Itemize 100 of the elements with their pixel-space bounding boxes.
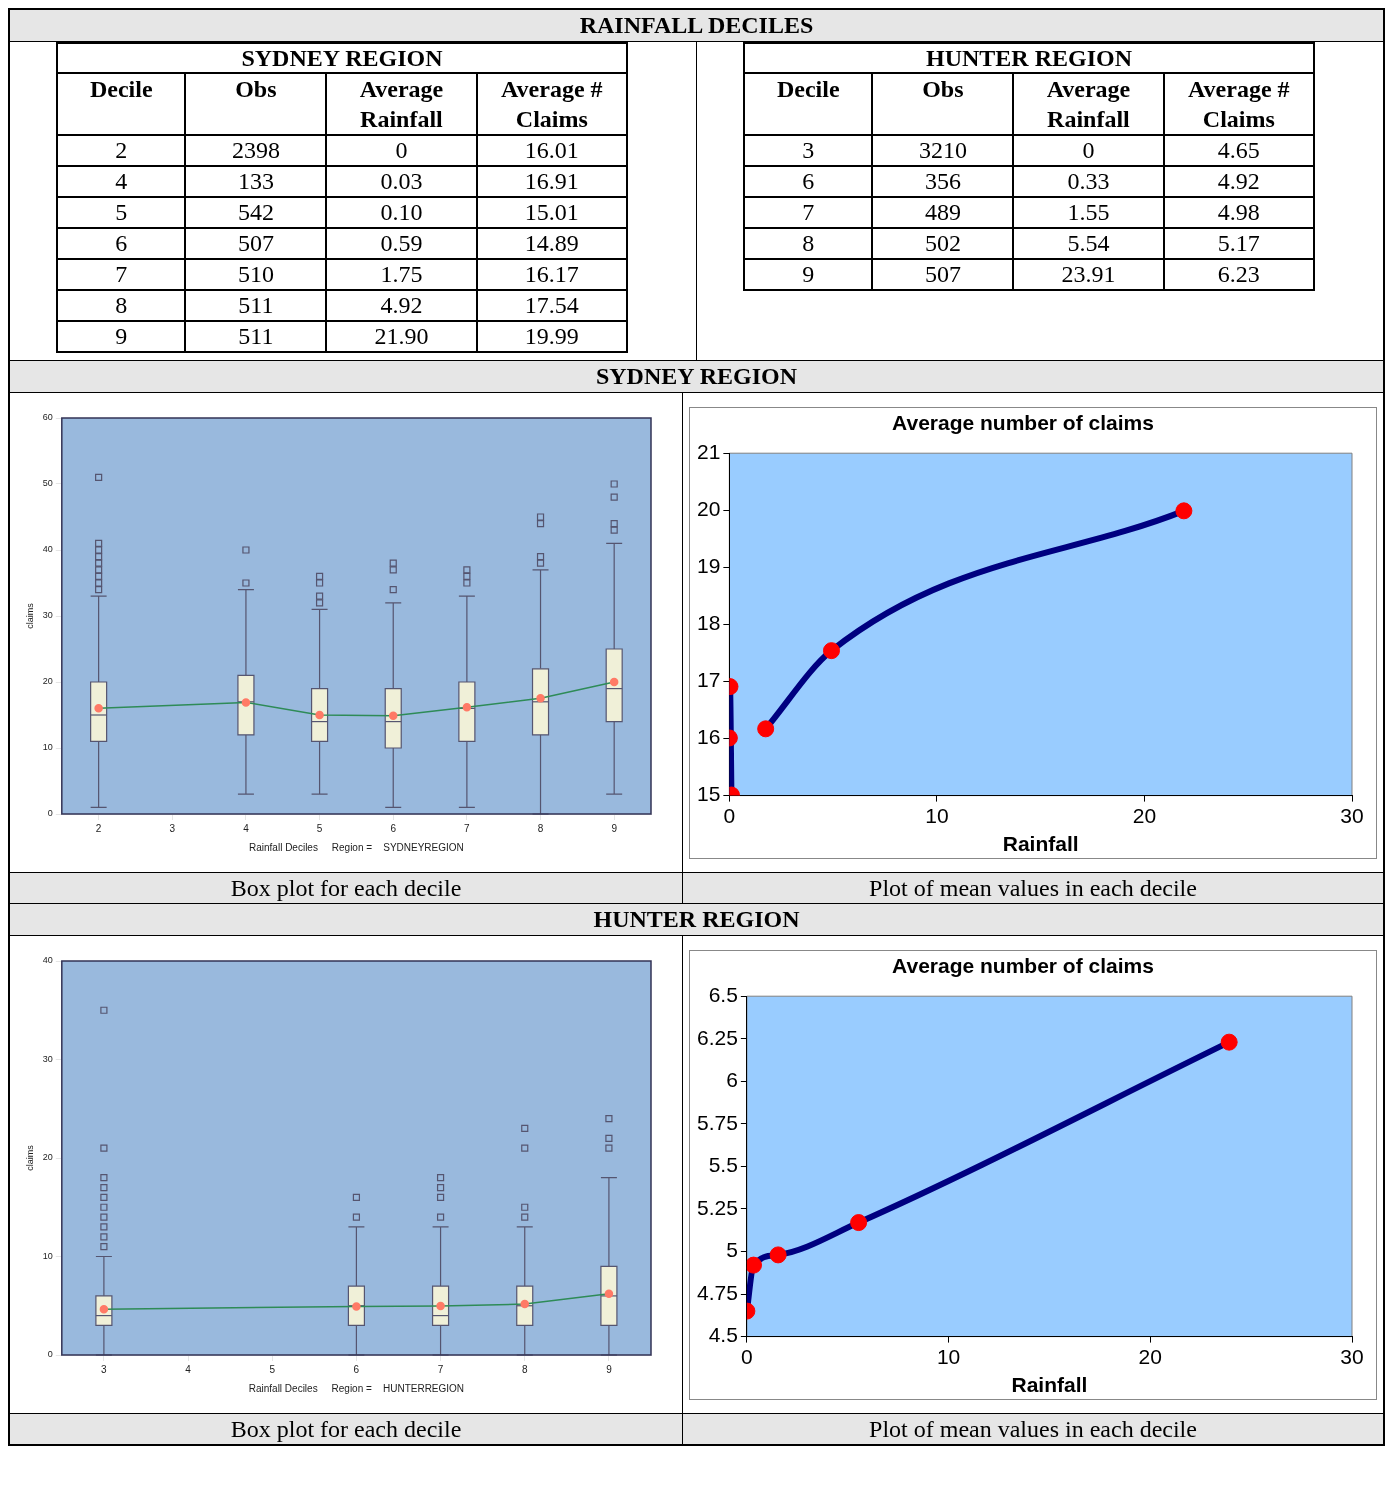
y-axis-title: Decile bbox=[744, 73, 873, 135]
data-label: 3210 bbox=[872, 135, 1014, 166]
data-label: 2398 bbox=[185, 135, 327, 166]
x-tick-label: Average # Claims bbox=[476, 73, 627, 135]
y-tick-label: 9 bbox=[57, 321, 186, 352]
x-tick-label: 7 bbox=[437, 1363, 444, 1375]
data-label: 4.92 bbox=[1163, 166, 1314, 197]
y-tick-label: 5 bbox=[57, 197, 186, 228]
x-tick-label: Average # Claims bbox=[1163, 73, 1314, 135]
x-tick-label: Obs bbox=[185, 73, 327, 135]
data-label: 0.10 bbox=[326, 197, 477, 228]
text: Box plot for each decile bbox=[10, 872, 682, 903]
data-label: 15.01 bbox=[476, 197, 627, 228]
data-label: 5.54 bbox=[1013, 228, 1164, 259]
data-label: 502 bbox=[872, 228, 1014, 259]
x-tick-label: Average Rainfall bbox=[1013, 73, 1164, 135]
y-tick-label: 4.5 bbox=[708, 1322, 738, 1346]
y-tick-label: 6.5 bbox=[708, 982, 738, 1006]
data-label: 133 bbox=[185, 166, 327, 197]
y-tick-label: 5.5 bbox=[708, 1152, 738, 1176]
y-tick-label: 20 bbox=[42, 675, 53, 686]
x-tick-label: 3 bbox=[169, 822, 176, 834]
data-label: 21.90 bbox=[326, 321, 477, 352]
data-label: 16.91 bbox=[476, 166, 627, 197]
y-tick-label: 60 bbox=[42, 411, 53, 422]
x-tick-label: 30 bbox=[1340, 1344, 1364, 1368]
data-label: 0.33 bbox=[1013, 166, 1164, 197]
x-tick-label: 10 bbox=[925, 803, 949, 827]
x-tick-label: 5 bbox=[269, 1363, 276, 1375]
data-label: 4.98 bbox=[1163, 197, 1314, 228]
data-label: 4.92 bbox=[326, 290, 477, 321]
data-label: 507 bbox=[185, 228, 327, 259]
y-tick-label: 6 bbox=[744, 166, 873, 197]
y-axis-title: Decile bbox=[57, 73, 186, 135]
data-label: 0.03 bbox=[326, 166, 477, 197]
data-label: 19.99 bbox=[476, 321, 627, 352]
text: Plot of mean values in each decile bbox=[683, 872, 1383, 903]
y-axis-title: claims bbox=[24, 602, 35, 629]
x-tick-label: 7 bbox=[464, 822, 471, 834]
chart-subtitle: HUNTER REGION bbox=[10, 903, 1383, 936]
data-label: 0.59 bbox=[326, 228, 477, 259]
y-tick-label: 8 bbox=[57, 290, 186, 321]
chart-title: SYDNEY REGION bbox=[57, 43, 627, 73]
y-tick-label: 10 bbox=[42, 741, 53, 752]
y-tick-label: 5.75 bbox=[697, 1110, 738, 1134]
x-tick-label: 3 bbox=[101, 1363, 108, 1375]
data-label: 4.65 bbox=[1163, 135, 1314, 166]
point bbox=[1175, 501, 1193, 519]
y-tick-label: 40 bbox=[42, 543, 53, 554]
y-tick-label: 40 bbox=[42, 954, 53, 965]
x-tick-label: 9 bbox=[606, 1363, 613, 1375]
x-tick-label: 20 bbox=[1138, 1344, 1162, 1368]
x-tick-label: 8 bbox=[537, 822, 544, 834]
data-label: 5.17 bbox=[1163, 228, 1314, 259]
x-axis-title: Rainfall bbox=[1011, 1372, 1088, 1396]
y-tick-label: 21 bbox=[697, 439, 721, 463]
y-tick-label: 4 bbox=[57, 166, 186, 197]
data-label: 510 bbox=[185, 259, 327, 290]
data-label: 16.17 bbox=[476, 259, 627, 290]
chart-subtitle: SYDNEY REGION bbox=[10, 360, 1383, 393]
x-tick-label: 9 bbox=[611, 822, 618, 834]
text: Plot of mean values in each decile bbox=[683, 1413, 1383, 1444]
x-tick-label: Obs bbox=[872, 73, 1014, 135]
y-tick-label: 8 bbox=[744, 228, 873, 259]
data-label: 1.75 bbox=[326, 259, 477, 290]
y-tick-label: 50 bbox=[42, 477, 53, 488]
point bbox=[769, 1245, 787, 1263]
x-tick-label: 6 bbox=[390, 822, 397, 834]
y-tick-label: 6 bbox=[726, 1067, 738, 1091]
y-tick-label: 15 bbox=[697, 781, 721, 805]
y-tick-label: 30 bbox=[42, 609, 53, 620]
y-tick-label: 4.75 bbox=[697, 1280, 738, 1304]
data-label: 6.23 bbox=[1163, 259, 1314, 290]
y-tick-label: 19 bbox=[697, 553, 721, 577]
x-tick-label: Average Rainfall bbox=[326, 73, 477, 135]
data-label: 16.01 bbox=[476, 135, 627, 166]
y-tick-label: 3 bbox=[744, 135, 873, 166]
data-label: 17.54 bbox=[476, 290, 627, 321]
y-tick-label: 2 bbox=[57, 135, 186, 166]
y-axis-title: claims bbox=[24, 1144, 35, 1171]
y-tick-label: 16 bbox=[697, 724, 721, 748]
point bbox=[746, 1256, 763, 1274]
y-tick-label: 6 bbox=[57, 228, 186, 259]
y-tick-label: 5.25 bbox=[697, 1195, 738, 1219]
data-label: 0 bbox=[1013, 135, 1164, 166]
y-tick-label: 7 bbox=[57, 259, 186, 290]
x-tick-label: 5 bbox=[316, 822, 323, 834]
y-tick-label: 18 bbox=[697, 610, 721, 634]
x-tick-label: 10 bbox=[936, 1344, 961, 1368]
y-tick-label: 6.25 bbox=[697, 1025, 738, 1049]
x-axis-title: Rainfall bbox=[1002, 831, 1079, 855]
y-tick-label: 10 bbox=[42, 1250, 53, 1261]
point bbox=[850, 1213, 868, 1231]
y-tick-label: 17 bbox=[697, 667, 721, 691]
x-tick-label: 2 bbox=[95, 822, 102, 834]
data-label: 511 bbox=[185, 321, 327, 352]
x-tick-label: 8 bbox=[521, 1363, 528, 1375]
chart-title: HUNTER REGION bbox=[744, 43, 1314, 73]
y-tick-label: 20 bbox=[42, 1151, 53, 1162]
x-axis-title: Rainfall Deciles Region = HUNTERREGION bbox=[248, 1382, 465, 1394]
